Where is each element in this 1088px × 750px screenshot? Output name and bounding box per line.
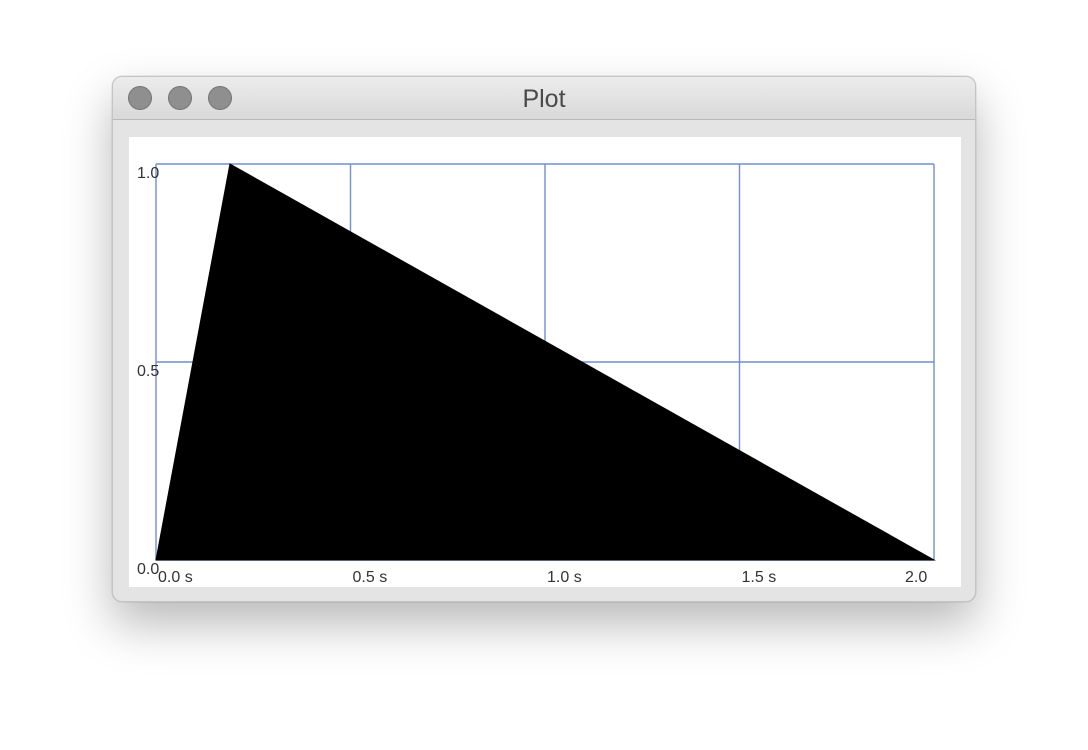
window-title: Plot bbox=[522, 85, 566, 113]
title-bar[interactable]: Plot bbox=[113, 77, 975, 120]
y-tick-label-1: 0.5 bbox=[137, 363, 159, 380]
plot-window: Plot 0.0 s 0.5 s 1.0 s 1.5 s 2.0 0.0 0.5 1.0 bbox=[112, 76, 976, 602]
y-tick-label-0: 0.0 bbox=[137, 561, 159, 578]
close-window-button[interactable] bbox=[128, 86, 152, 110]
envelope-plot: 0.0 s 0.5 s 1.0 s 1.5 s 2.0 0.0 0.5 1.0 bbox=[137, 163, 936, 586]
series-area-0 bbox=[155, 163, 936, 561]
x-tick-label-0: 0.0 s bbox=[158, 569, 193, 586]
y-tick-label-2: 1.0 bbox=[137, 165, 159, 182]
x-tick-label-1: 0.5 s bbox=[353, 569, 388, 586]
x-tick-label-4: 2.0 bbox=[905, 569, 927, 586]
zoom-window-button[interactable] bbox=[208, 86, 232, 110]
minimize-window-button[interactable] bbox=[168, 86, 192, 110]
x-tick-label-3: 1.5 s bbox=[742, 569, 777, 586]
x-tick-label-2: 1.0 s bbox=[547, 569, 582, 586]
plot-area: 0.0 s 0.5 s 1.0 s 1.5 s 2.0 0.0 0.5 1.0 bbox=[129, 137, 961, 587]
